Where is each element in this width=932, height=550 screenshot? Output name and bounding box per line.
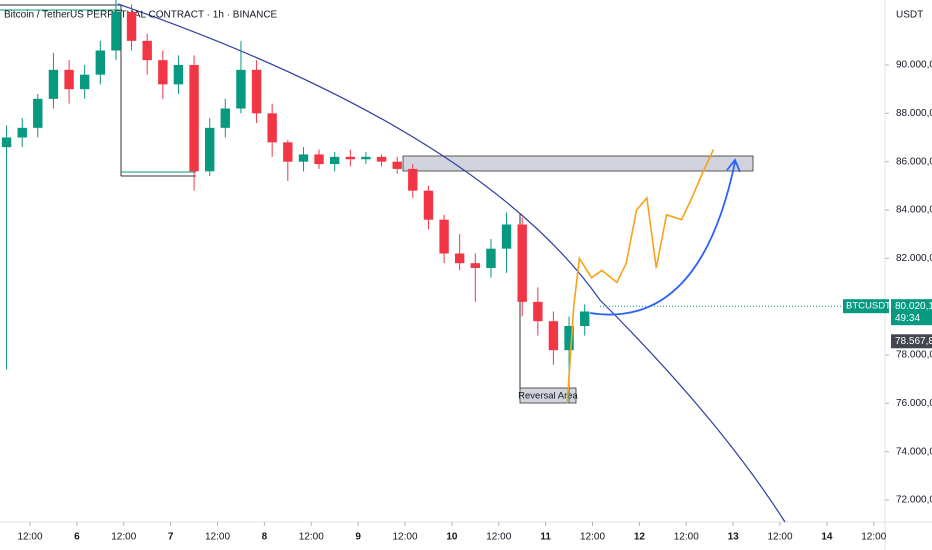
candle-body [267, 113, 277, 143]
candle-body [439, 219, 449, 254]
x-tick-label: 10 [446, 532, 458, 543]
candle-body [314, 154, 324, 165]
candle-body [376, 156, 387, 162]
x-tick-label: 12:00 [767, 532, 792, 543]
last-price-label: 80.020,1 [895, 301, 932, 312]
candle-body [142, 40, 152, 61]
candle-body [533, 301, 543, 322]
x-tick-label: 12:00 [17, 532, 42, 543]
x-tick-label: 7 [168, 532, 174, 543]
candle-body [345, 156, 356, 160]
x-tick-label: 12:00 [861, 532, 886, 543]
candle-body [79, 74, 90, 90]
candle-body [486, 248, 496, 269]
candle-body [17, 127, 27, 138]
candle-body [111, 11, 121, 51]
y-tick-label: 76.000,0 [896, 398, 932, 409]
projection-arrow [589, 161, 736, 316]
annotation-box [519, 387, 577, 404]
x-tick-label: 12:00 [205, 532, 230, 543]
x-tick-label: 12:00 [674, 532, 699, 543]
chart-title: Bitcoin / TetherUS PERPETUAL CONTRACT · … [4, 10, 278, 21]
candle-body [173, 65, 184, 85]
candle-body [423, 190, 434, 220]
y-tick-label: 88.000,0 [896, 108, 932, 119]
x-tick-label: 12:00 [486, 532, 511, 543]
candle-body [220, 108, 230, 128]
projection-line [566, 149, 715, 404]
y-tick-label: 78.000,0 [896, 350, 932, 361]
y-tick-label: 86.000,0 [896, 156, 932, 167]
candle-body [517, 224, 527, 302]
candle-body [251, 69, 262, 114]
candle-body [189, 65, 199, 172]
x-tick-label: 12:00 [299, 532, 324, 543]
x-tick-label: 12 [634, 532, 646, 543]
candle-body [454, 253, 465, 264]
candle-body [158, 60, 168, 85]
annotation-label: Reversal Area [518, 391, 578, 402]
y-tick-label: 72.000,0 [896, 495, 932, 506]
x-tick-label: 13 [728, 532, 740, 543]
arrow-head [726, 158, 741, 173]
candle-body [298, 154, 309, 162]
x-tick-label: 8 [262, 532, 268, 543]
trend-curve [117, 3, 786, 523]
prev-price-label: 78.567,8 [895, 336, 932, 347]
x-tick-label: 12:00 [392, 532, 417, 543]
symbol-label: BTCUSDT.P [846, 301, 899, 312]
x-tick-label: 12:00 [111, 532, 136, 543]
candle-body [126, 11, 137, 41]
candle-body [408, 168, 418, 191]
x-tick-label: 6 [74, 532, 80, 543]
candle-body [564, 326, 574, 351]
candle-body [283, 142, 293, 162]
candle-body [205, 127, 215, 172]
candle-body [1, 137, 12, 148]
x-tick-label: 9 [355, 532, 361, 543]
y-tick-label: 84.000,0 [896, 205, 932, 216]
candle-body [48, 69, 59, 99]
candle-body [470, 263, 481, 269]
candle-body [580, 311, 590, 327]
y-tick-label: 90.000,0 [896, 60, 932, 71]
y-tick-label: 74.000,0 [896, 446, 932, 457]
candle-body [501, 224, 512, 249]
candle-body [95, 50, 106, 75]
candle-body [548, 321, 559, 351]
prev-price-tag [891, 334, 932, 349]
resistance-zone [402, 155, 754, 172]
x-tick-label: 14 [821, 532, 833, 543]
drawings [0, 3, 786, 523]
x-tick-label: 12:00 [580, 532, 605, 543]
countdown: 49:34 [895, 313, 920, 324]
candle-body [361, 156, 371, 160]
y-tick-label: 82.000,0 [896, 253, 932, 264]
candle-body [392, 161, 402, 169]
x-tick-label: 11 [540, 532, 551, 543]
candle-body [236, 69, 246, 109]
y-axis-unit: USDT [896, 10, 923, 21]
candle-body [33, 98, 43, 128]
candle-body [64, 69, 74, 90]
symbol-tag [843, 299, 889, 314]
candle-body [329, 156, 340, 165]
last-price-tag [891, 299, 932, 326]
